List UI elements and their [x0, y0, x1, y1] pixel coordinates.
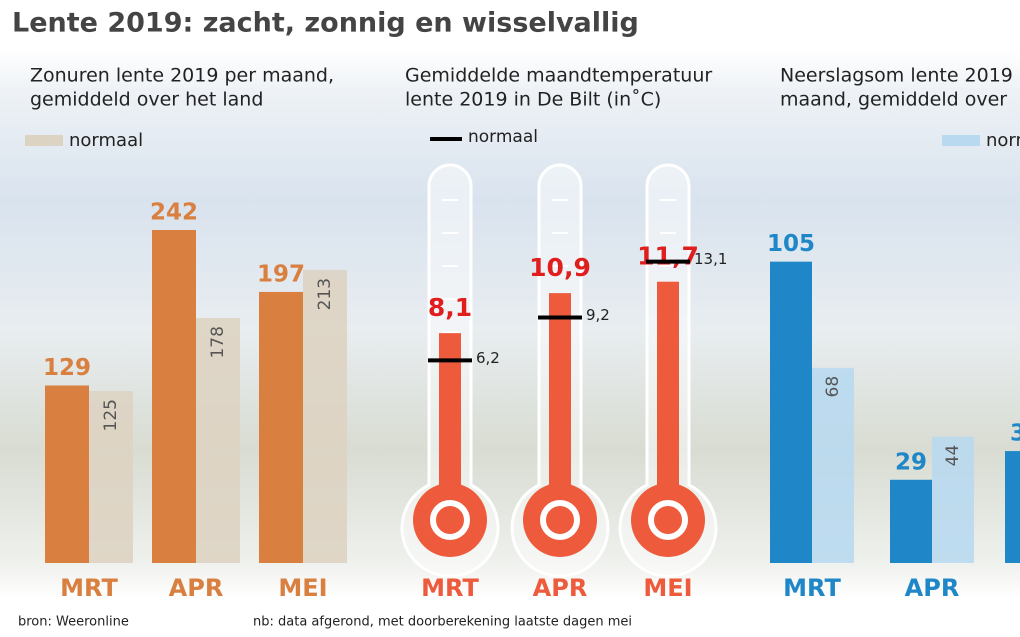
x-tick-label: MRT — [421, 574, 479, 602]
bar — [890, 479, 932, 563]
x-tick-label: MEI — [643, 574, 692, 602]
bulb — [523, 483, 597, 557]
temperature-column — [549, 293, 571, 520]
x-tick-label: MEI — [278, 574, 327, 602]
normal-value-label: 44 — [943, 445, 963, 467]
value-label: 105 — [767, 231, 815, 257]
value-label: 29 — [895, 449, 927, 475]
bulb-ring — [430, 500, 470, 540]
chart-title: Zonuren lente 2019 per maand, — [30, 65, 334, 87]
chart-title: Neerslagsom lente 2019 — [780, 65, 1013, 87]
x-tick-label: APR — [169, 574, 224, 602]
normal-value-label: 9,2 — [586, 306, 610, 324]
note: nb: data afgerond, met doorberekening la… — [253, 615, 632, 630]
normal-bar — [932, 436, 974, 563]
normal-bar — [196, 318, 240, 563]
normal-value-label: 6,2 — [476, 349, 500, 367]
x-tick-label: APR — [905, 574, 960, 602]
normal-value-label: 125 — [101, 399, 121, 431]
x-tick-label: APR — [533, 574, 588, 602]
x-tick-label: MRT — [60, 574, 118, 602]
normal-bar — [89, 391, 133, 563]
value-label: 242 — [150, 200, 198, 226]
normal-bar — [303, 269, 347, 563]
value-label: 11,7 — [637, 242, 699, 271]
chart-title: lente 2019 in De Bilt (in˚C) — [405, 89, 661, 111]
bar — [1005, 451, 1020, 563]
bar — [259, 291, 303, 563]
legend-swatch — [25, 135, 63, 146]
temperature-column — [439, 333, 461, 520]
bar — [770, 261, 812, 563]
normal-bar — [812, 367, 854, 563]
bulb-ring — [540, 500, 580, 540]
bulb — [413, 483, 487, 557]
normal-value-label: 68 — [823, 376, 843, 398]
bar — [45, 385, 89, 563]
value-label: 197 — [257, 261, 305, 287]
bulb-ring — [648, 500, 688, 540]
chart-title: maand, gemiddeld over — [780, 89, 1007, 111]
chart-title: gemiddeld over het land — [30, 89, 263, 111]
bulb — [631, 483, 705, 557]
source: bron: Weeronline — [18, 615, 129, 630]
normal-value-label: 178 — [208, 326, 228, 358]
value-label: 39 — [1010, 421, 1020, 447]
value-label: 8,1 — [428, 293, 472, 322]
chart-title: Gemiddelde maandtemperatuur — [405, 65, 712, 87]
x-tick-label: MRT — [783, 574, 841, 602]
legend-label: normaal — [986, 130, 1020, 151]
value-label: 129 — [43, 355, 91, 381]
legend-swatch — [942, 135, 980, 146]
bar — [152, 230, 196, 563]
value-label: 10,9 — [529, 253, 591, 282]
legend-label: normaal — [468, 127, 538, 147]
legend-label: normaal — [69, 130, 143, 151]
normal-value-label: 13,1 — [694, 250, 727, 268]
normal-value-label: 213 — [315, 278, 335, 310]
temperature-column — [657, 281, 679, 520]
main-title: Lente 2019: zacht, zonnig en wisselvalli… — [12, 8, 639, 39]
